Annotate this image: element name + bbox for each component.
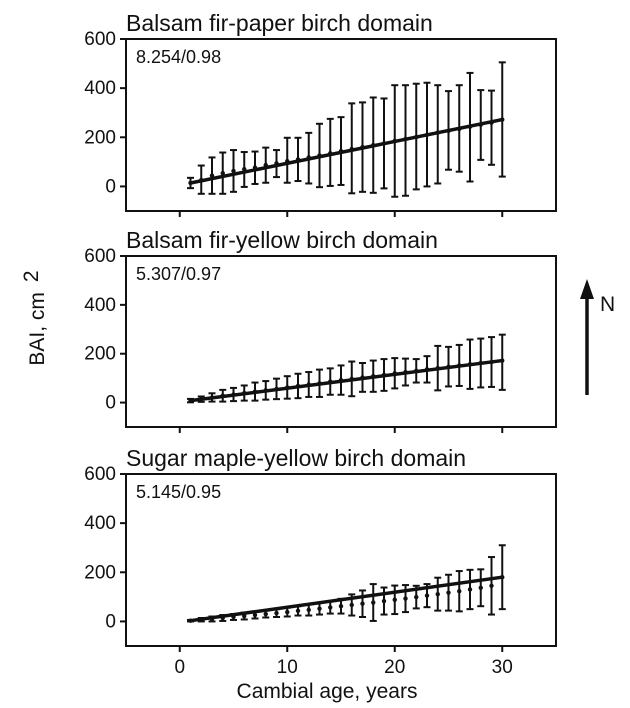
mean-point: [317, 606, 322, 611]
panel-3: Sugar maple-yellow birch domain 5.145/0.9…: [84, 445, 557, 678]
north-arrow-label: N: [600, 293, 615, 316]
mean-point: [478, 585, 483, 590]
x-tick-label: 30: [492, 657, 513, 678]
mean-point: [467, 587, 473, 592]
mean-point: [328, 605, 333, 610]
y-tick-label: 0: [105, 393, 116, 414]
mean-point: [220, 170, 225, 176]
trend-line: [188, 117, 504, 185]
y-axis-title-text: BAI, cm: [26, 292, 49, 366]
x-tick-label: 10: [277, 657, 298, 678]
mean-point: [403, 596, 408, 601]
panel-1: Balsam fir-paper birch domain 8.254/0.98 0…: [84, 10, 557, 217]
plot-frame: [125, 255, 557, 428]
y-tick-label: 600: [84, 29, 116, 50]
mean-point: [392, 597, 397, 603]
mean-point: [338, 603, 344, 609]
y-tick-label: 0: [105, 176, 116, 197]
mean-point: [371, 600, 376, 605]
mean-point: [349, 602, 354, 608]
stat-annotation: 5.307/0.97: [136, 264, 221, 284]
panel-title: Balsam fir-yellow birch domain: [126, 227, 438, 253]
mean-point: [414, 594, 419, 600]
trend-line: [188, 575, 504, 623]
plot-frame: [125, 38, 557, 212]
mean-point: [424, 593, 430, 598]
y-tick-label: 200: [84, 344, 116, 365]
trend-line: [188, 358, 504, 403]
north-arrow: N: [580, 279, 615, 395]
y-tick-label: 600: [84, 246, 116, 267]
mean-point: [295, 608, 301, 614]
y-tick-label: 200: [84, 127, 116, 148]
mean-point: [263, 611, 268, 617]
mean-point: [231, 168, 236, 174]
y-tick-label: 600: [84, 464, 116, 485]
error-bar: [488, 89, 495, 166]
mean-point: [446, 590, 451, 595]
y-axis-title-superscript: 2: [20, 270, 43, 282]
x-tick-label: 20: [384, 657, 405, 678]
plot-frame: [125, 473, 557, 647]
mean-point: [252, 612, 258, 618]
y-tick-label: 400: [84, 513, 116, 534]
y-tick-label: 0: [105, 611, 116, 632]
mean-point: [435, 591, 440, 597]
mean-point: [489, 583, 494, 588]
x-axis-title: Cambial age, years: [237, 680, 418, 703]
north-arrow-head: [580, 279, 594, 299]
mean-point: [274, 610, 279, 616]
mean-point: [381, 598, 387, 604]
panel-2: Balsam fir-yellow birch domain 5.307/0.97…: [84, 227, 557, 433]
mean-point: [306, 607, 311, 613]
mean-point: [457, 589, 462, 594]
panel-title: Balsam fir-paper birch domain: [126, 10, 433, 36]
x-tick-label: 0: [174, 657, 185, 678]
mean-point: [285, 609, 290, 615]
y-tick-label: 400: [84, 295, 116, 316]
y-tick-label: 400: [84, 78, 116, 99]
stat-annotation: 8.254/0.98: [136, 47, 221, 67]
y-axis-title: BAI, cm 2: [20, 270, 49, 365]
stat-annotation: 5.145/0.95: [136, 482, 221, 502]
mean-point: [360, 601, 365, 606]
panel-title: Sugar maple-yellow birch domain: [126, 445, 466, 471]
y-tick-label: 200: [84, 562, 116, 583]
